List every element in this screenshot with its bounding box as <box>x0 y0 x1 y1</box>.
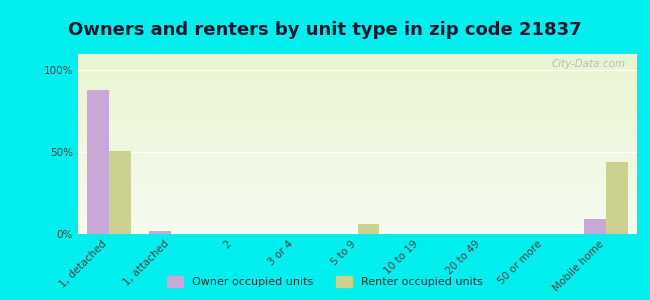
Bar <box>87 90 109 234</box>
Bar <box>109 151 131 234</box>
Bar <box>150 231 171 234</box>
Bar <box>606 162 628 234</box>
Bar <box>584 219 606 234</box>
Legend: Owner occupied units, Renter occupied units: Owner occupied units, Renter occupied un… <box>162 271 488 291</box>
Text: City-Data.com: City-Data.com <box>552 59 626 69</box>
Text: Owners and renters by unit type in zip code 21837: Owners and renters by unit type in zip c… <box>68 21 582 39</box>
Bar <box>358 224 379 234</box>
